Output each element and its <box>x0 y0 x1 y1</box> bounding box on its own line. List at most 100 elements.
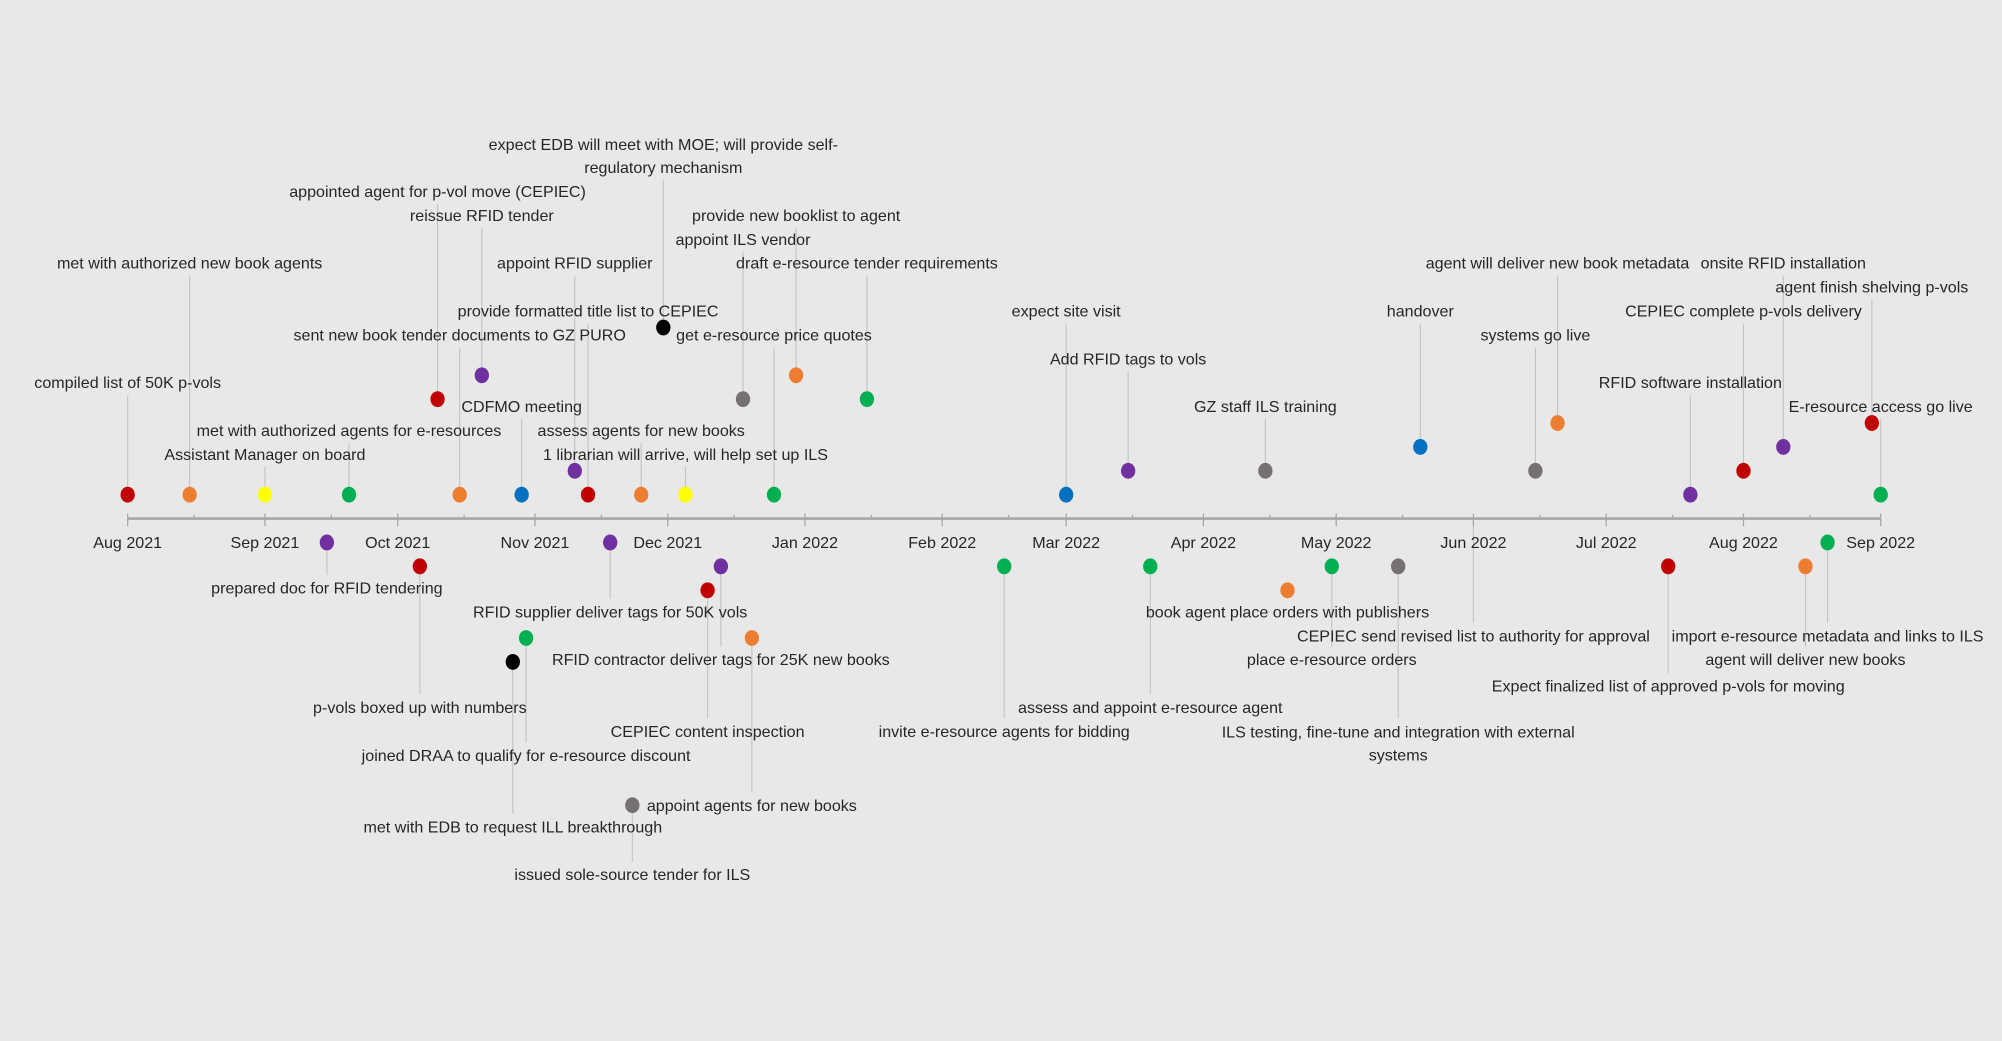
event-label: RFID contractor deliver tags for 25K new… <box>552 651 890 669</box>
event-label: expect site visit <box>1012 303 1122 321</box>
event-label: met with EDB to request ILL breakthrough <box>363 818 662 836</box>
event-marker-purple <box>1683 486 1698 503</box>
event-label-line: CEPIEC send revised list to authority fo… <box>1297 627 1650 645</box>
event-label-line: expect site visit <box>1012 303 1122 321</box>
event-marker-green <box>1143 558 1158 575</box>
event-label-line: agent finish shelving p-vols <box>1775 279 1968 297</box>
event-label-line: book agent place orders with publishers <box>1146 603 1429 621</box>
event-marker-purple <box>713 558 729 575</box>
x-tick-label: Jan 2022 <box>772 534 838 552</box>
event-marker-orange <box>1280 582 1295 599</box>
event-label: joined DRAA to qualify for e-resource di… <box>361 747 691 765</box>
event-label: import e-resource metadata and links to … <box>1672 627 1984 645</box>
event-marker-green <box>997 558 1012 575</box>
time-axis: Aug 2021 Sep 2021 Oct 2021 Nov 2021 Dec 2021… <box>93 513 1915 552</box>
event-marker-purple <box>1120 462 1136 479</box>
event-marker-orange <box>744 630 760 646</box>
event-marker-blue <box>1413 439 1428 455</box>
event-marker-grey <box>735 391 751 408</box>
event-label-line: 1 librarian will arrive, will help set u… <box>543 446 828 464</box>
event-label-line: prepared doc for RFID tendering <box>211 580 442 598</box>
event-label-line: issued sole-source tender for ILS <box>514 866 750 884</box>
event-label: provide formatted title list to CEPIEC <box>458 303 719 321</box>
event-label: CEPIEC send revised list to authority fo… <box>1297 627 1650 645</box>
event-label-line: systems <box>1369 746 1428 764</box>
event-label-line: CDFMO meeting <box>461 398 582 416</box>
event-label: agent finish shelving p-vols <box>1775 279 1968 297</box>
event-label: prepared doc for RFID tendering <box>211 580 442 598</box>
event-marker-green <box>1324 558 1339 575</box>
event-label: GZ staff ILS training <box>1194 398 1337 416</box>
event-label-line: appoint RFID supplier <box>497 255 653 273</box>
event-label: Expect finalized list of approved p-vols… <box>1492 678 1845 696</box>
event-marker-green <box>766 486 782 503</box>
event-marker-purple <box>567 462 582 479</box>
event-label-line: provide new booklist to agent <box>692 207 901 225</box>
event-label: RFID supplier deliver tags for 50K vols <box>473 603 747 621</box>
event-label-line: place e-resource orders <box>1247 651 1417 669</box>
event-marker-blue <box>514 486 529 503</box>
event-label-line: sent new book tender documents to GZ PUR… <box>293 326 625 344</box>
event-marker-red <box>580 486 596 503</box>
event-marker-red <box>1864 415 1880 431</box>
event-marker-orange <box>452 486 467 503</box>
x-tick-label: Apr 2022 <box>1171 534 1236 552</box>
event-label-line: expect EDB will meet with MOE; will prov… <box>489 136 838 154</box>
event-label: CEPIEC complete p-vols delivery <box>1625 303 1862 321</box>
event-label-line: GZ staff ILS training <box>1194 398 1337 416</box>
event-label: RFID software installation <box>1599 374 1782 392</box>
event-label-line: RFID supplier deliver tags for 50K vols <box>473 603 747 621</box>
event-marker-purple <box>319 534 335 551</box>
event-label: E-resource access go live <box>1789 398 1973 416</box>
event-markers <box>120 319 1888 814</box>
event-marker-red <box>412 558 427 575</box>
event-label-line: RFID contractor deliver tags for 25K new… <box>552 651 890 669</box>
event-label: book agent place orders with publishers <box>1146 603 1429 621</box>
event-label-line: assess agents for new books <box>538 422 745 440</box>
x-tick-label: Sep 2021 <box>230 534 299 552</box>
event-label-line: get e-resource price quotes <box>676 326 872 344</box>
event-label-line: appointed agent for p-vol move (CEPIEC) <box>289 183 586 201</box>
x-tick-label: Feb 2022 <box>908 534 976 552</box>
event-label: CEPIEC content inspection <box>611 723 805 741</box>
event-label: place e-resource orders <box>1247 651 1417 669</box>
event-marker-yellow <box>678 486 693 503</box>
event-marker-purple <box>474 367 489 384</box>
event-label: reissue RFID tender <box>410 207 554 225</box>
event-marker-red <box>1661 558 1676 575</box>
x-tick-label: Oct 2021 <box>365 534 430 552</box>
event-marker-orange <box>788 367 804 384</box>
event-label: appointed agent for p-vol move (CEPIEC) <box>289 183 586 201</box>
event-label: Add RFID tags to vols <box>1050 350 1206 368</box>
event-marker-grey <box>1528 462 1543 479</box>
event-label: assess and appoint e-resource agent <box>1018 699 1283 717</box>
event-marker-red <box>1736 462 1751 479</box>
event-marker-orange <box>1798 558 1813 575</box>
event-label-line: joined DRAA to qualify for e-resource di… <box>361 747 691 765</box>
event-label-line: ILS testing, fine-tune and integration w… <box>1222 723 1575 741</box>
event-marker-red <box>430 391 445 408</box>
event-label-line: systems go live <box>1480 326 1590 344</box>
x-tick-label: Sep 2022 <box>1846 534 1915 552</box>
event-marker-grey <box>625 797 640 814</box>
event-label-line: E-resource access go live <box>1789 398 1973 416</box>
event-label: Assistant Manager on board <box>164 446 365 464</box>
event-label-line: compiled list of 50K p-vols <box>34 374 221 392</box>
event-label-line: agent will deliver new books <box>1705 651 1905 669</box>
event-label: expect EDB will meet with MOE; will prov… <box>489 136 838 177</box>
event-marker-orange <box>182 486 197 503</box>
event-label: appoint RFID supplier <box>497 255 653 273</box>
event-label: compiled list of 50K p-vols <box>34 374 221 392</box>
x-tick-label: May 2022 <box>1301 534 1372 552</box>
event-marker-grey <box>1391 558 1406 575</box>
event-marker-grey <box>1258 462 1273 479</box>
event-label-line: p-vols boxed up with numbers <box>313 699 527 717</box>
event-label-line: import e-resource metadata and links to … <box>1672 627 1984 645</box>
x-tick-label: Aug 2022 <box>1709 534 1778 552</box>
event-label-line: met with EDB to request ILL breakthrough <box>363 818 662 836</box>
event-label-line: appoint ILS vendor <box>676 231 812 249</box>
event-label-line: draft e-resource tender requirements <box>736 255 998 273</box>
event-label-line: onsite RFID installation <box>1701 255 1866 273</box>
event-label: appoint ILS vendor <box>676 231 812 249</box>
event-marker-yellow <box>257 486 273 503</box>
